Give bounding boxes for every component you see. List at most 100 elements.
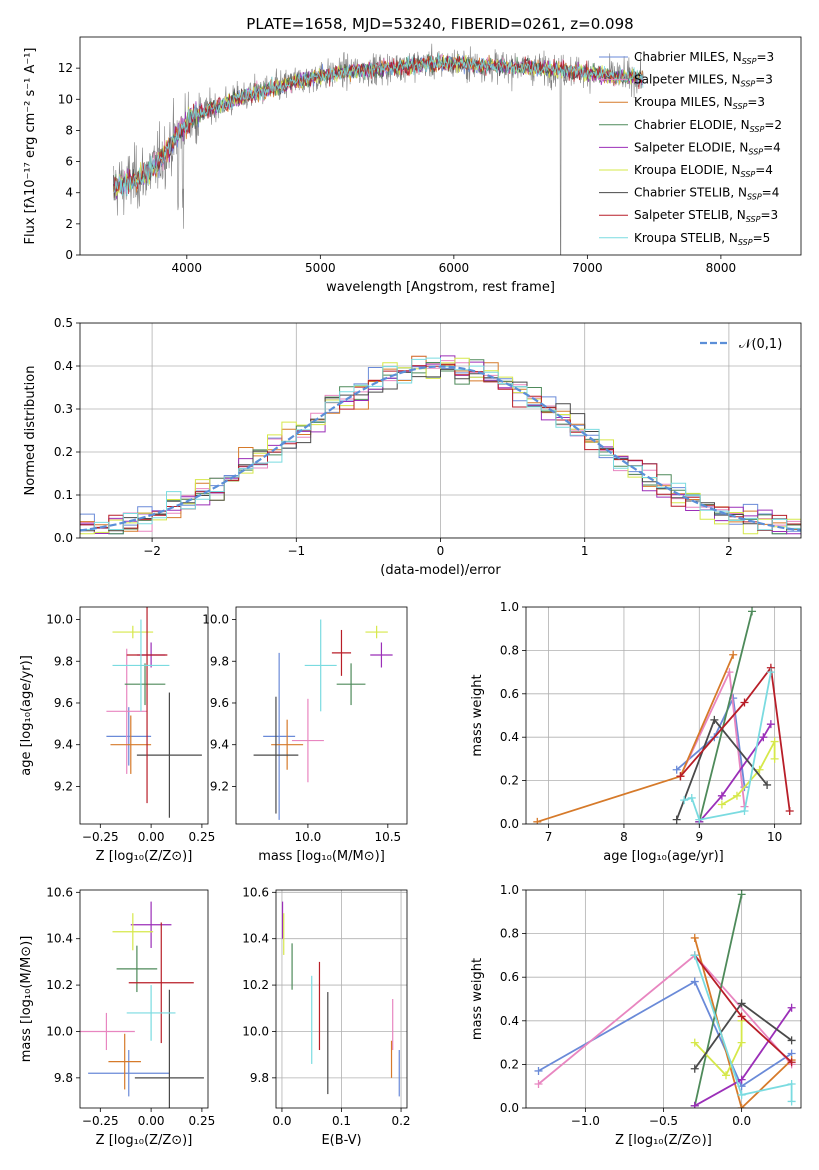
gaussian-curve (80, 365, 801, 532)
x-tick-label: 0.25 (189, 1114, 216, 1128)
x-tick-label: 10.0 (295, 830, 322, 844)
x-tick-label: 9 (695, 830, 703, 844)
weight-marker (737, 999, 746, 1008)
weight-marker (785, 806, 794, 815)
legend-entry: Chabrier ELODIE, NSSP=2 (634, 118, 782, 134)
weight-marker (787, 1080, 796, 1089)
y-axis-label: age [log₁₀(age/yr)] (19, 655, 34, 776)
plot-area (113, 43, 644, 255)
axes-frame (275, 889, 408, 1109)
chart-age-vs-Z: −0.25 0.00 0.25 9.2 9.4 9.6 9.8 10.0 Z [log₁₀(Z/… (19, 606, 216, 864)
model-line-kroupa-stelib (113, 53, 644, 197)
x-tick-label: 1 (581, 544, 589, 558)
y-tick-label: 0.8 (500, 927, 519, 941)
x-tick-label: 6000 (439, 261, 470, 275)
weight-marker (690, 933, 699, 942)
histogram-kroupa-stelib (80, 357, 801, 534)
weight-marker (690, 1064, 699, 1073)
y-axis-label: Flux [fλ10⁻¹⁷ erg cm⁻² s⁻¹ A⁻¹] (23, 48, 38, 245)
y-tick-label: 0.0 (500, 817, 519, 831)
y-tick-label: 4 (65, 186, 73, 200)
y-tick-label: 0.2 (500, 774, 519, 788)
legend-entry: 𝒩(0,1) (739, 337, 782, 352)
x-tick-label: 4000 (172, 261, 203, 275)
y-tick-label: 9.8 (54, 654, 73, 668)
weight-marker (722, 1071, 730, 1080)
x-axis-label: mass [log₁₀(M/M⊙)] (258, 849, 385, 864)
y-tick-label: 9.2 (54, 779, 73, 793)
y-tick-label: 0.5 (54, 316, 73, 330)
legend-entry: Chabrier MILES, NSSP=3 (634, 50, 774, 66)
y-tick-label: 0.3 (54, 402, 73, 416)
y-tick-label: 10.6 (46, 885, 73, 899)
x-axis-label: Z [log₁₀(Z/Z⊙)] (615, 1133, 712, 1148)
weight-marker (680, 796, 689, 805)
plot-area (80, 323, 801, 538)
chart-mass-vs-Z: −0.25 0.00 0.25 9.8 10.0 10.2 10.4 10.6 Z [log₁₀… (19, 885, 216, 1148)
residuals-legend: 𝒩(0,1) (700, 337, 782, 352)
weight-line-chabrier-elodie (698, 611, 753, 823)
y-tick-label: 2 (65, 217, 73, 231)
y-tick-label: 10.0 (202, 613, 229, 627)
weight-marker (748, 607, 757, 616)
weight-marker (766, 668, 775, 677)
x-tick-label: 5000 (305, 261, 336, 275)
chart-weights-vs-Z: −1.0 −0.5 0.0 0.0 0.2 0.4 0.6 0.8 1.0 Z [log₁₀(Z/… (470, 883, 802, 1148)
x-tick-label: −0.25 (82, 1114, 119, 1128)
weight-marker (737, 1104, 746, 1108)
x-tick-label: 0 (437, 544, 445, 558)
y-tick-label: 10.0 (242, 1024, 269, 1038)
x-tick-label: 0.00 (138, 830, 165, 844)
axes-frame (235, 606, 408, 825)
x-tick-label: 0.1 (332, 1114, 351, 1128)
x-tick-label: −2 (143, 544, 161, 558)
weight-marker (763, 780, 772, 789)
y-tick-label: 0 (65, 248, 73, 262)
weight-marker (695, 815, 704, 824)
y-tick-label: 6 (65, 155, 73, 169)
chart-weights-vs-age: 7 8 9 10 0.0 0.2 0.4 0.6 0.8 1.0 age [log₁₀(age/yr… (470, 600, 802, 864)
weight-line-chabrier-elodie (693, 894, 743, 1106)
x-axis-label: E(B-V) (321, 1133, 361, 1148)
plot-area (276, 890, 407, 1108)
y-tick-label: 0.0 (54, 531, 73, 545)
x-tick-label: −1 (287, 544, 305, 558)
x-tick-label: 0.25 (189, 830, 216, 844)
weight-marker (737, 1090, 746, 1099)
chart-residuals: −2 −1 0 1 2 0.0 0.1 0.2 0.3 0.4 0.5 (data-model)/er… (23, 316, 802, 578)
weight-marker (672, 815, 681, 824)
y-tick-label: 10.4 (46, 932, 73, 946)
chart-age-vs-mass: 10.0 10.5 9.2 9.4 9.6 9.8 10.0 mass [log₁₀(M/M⊙… (202, 606, 408, 864)
figure-title: PLATE=1658, MJD=53240, FIBERID=0261, z=0… (246, 15, 633, 33)
x-axis-label: Z [log₁₀(Z/Z⊙)] (96, 849, 193, 864)
plot-area (253, 619, 393, 820)
x-tick-label: 10 (767, 830, 782, 844)
legend-entry: Salpeter STELIB, NSSP=3 (634, 208, 778, 224)
axes-frame (79, 889, 209, 1109)
y-tick-label: 10.2 (242, 978, 269, 992)
weight-marker (737, 1012, 746, 1021)
y-tick-label: 0.6 (500, 687, 519, 701)
x-tick-label: 7 (545, 830, 553, 844)
weight-line-kroupa-elodie (694, 1020, 743, 1077)
weight-marker (690, 1101, 699, 1108)
y-tick-label: 0.4 (54, 359, 73, 373)
weight-marker (766, 720, 775, 729)
y-tick-label: 9.6 (210, 696, 229, 710)
weight-line-kroupa-miles (537, 654, 735, 823)
axes-frame (79, 36, 802, 256)
weight-marker (737, 1038, 746, 1047)
x-axis-label: wavelength [Angstrom, rest frame] (326, 280, 555, 295)
x-tick-label: 8000 (706, 261, 737, 275)
y-tick-label: 0.4 (500, 1014, 519, 1028)
y-axis-label: mass weight (470, 958, 485, 1040)
x-axis-label: Z [log₁₀(Z/Z⊙)] (96, 1133, 193, 1148)
weight-line-salpeter-stelib (679, 665, 791, 812)
weight-marker (755, 765, 764, 774)
weight-marker (740, 698, 749, 707)
y-tick-label: 0.6 (500, 970, 519, 984)
x-tick-label: 0.00 (138, 1114, 165, 1128)
weight-marker (717, 800, 726, 809)
weight-marker (737, 1075, 746, 1084)
